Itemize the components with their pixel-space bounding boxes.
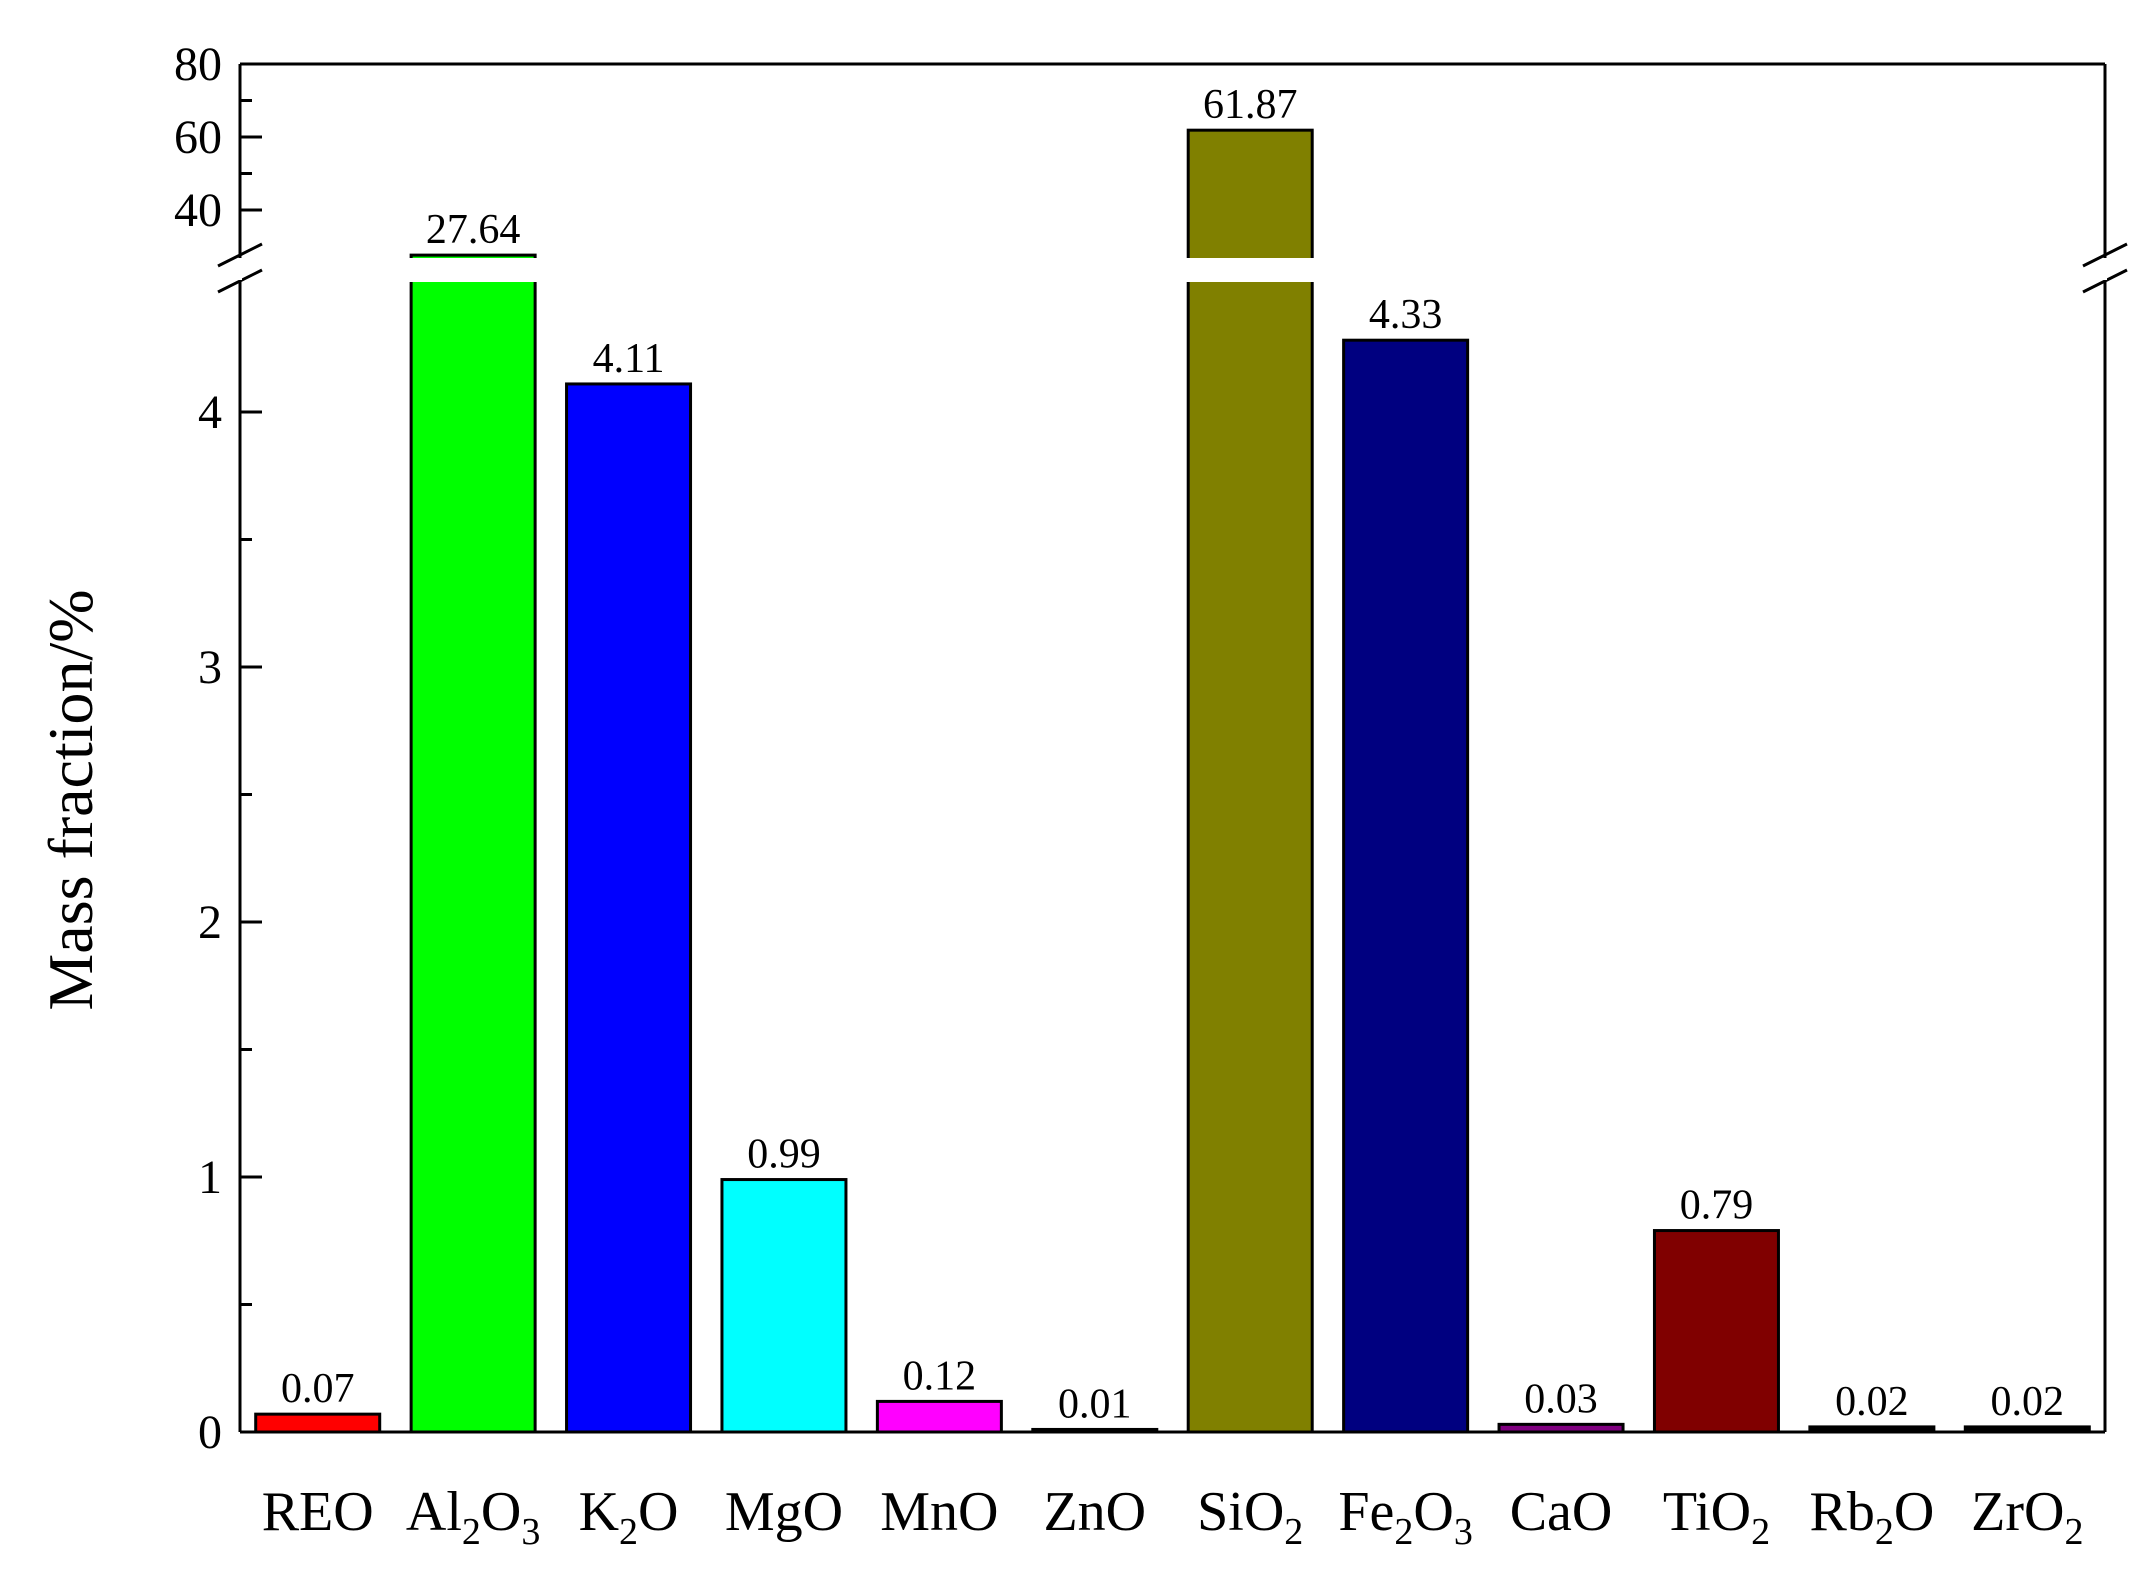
y-tick-label-upper-1: 60 <box>174 111 222 164</box>
value-label-4: 0.12 <box>903 1353 977 1399</box>
bar-break-gap-6 <box>1184 258 1317 282</box>
bar-break-gap-1 <box>407 258 540 282</box>
break-mark-right-b <box>2082 268 2128 294</box>
category-label-8: CaO <box>1510 1481 1613 1543</box>
value-label-1: 27.64 <box>426 207 521 253</box>
value-label-3: 0.99 <box>747 1132 821 1178</box>
y-tick-label-lower-4: 4 <box>198 386 222 439</box>
category-label-6: SiO2 <box>1197 1481 1303 1553</box>
category-label-5: ZnO <box>1043 1481 1146 1543</box>
value-label-10: 0.02 <box>1835 1379 1909 1425</box>
category-label-2: K2O <box>579 1481 679 1553</box>
y-axis-label: Mass fraction/% <box>35 589 106 1010</box>
category-label-9: TiO2 <box>1663 1481 1770 1553</box>
value-label-6: 61.87 <box>1203 82 1298 128</box>
break-mark-right-a <box>2082 242 2128 268</box>
bar-1 <box>409 253 537 1434</box>
bar-2 <box>565 382 693 1434</box>
category-label-1: Al2O3 <box>406 1481 540 1553</box>
y-tick-label-lower-2: 2 <box>198 896 222 949</box>
break-mark-left-b <box>217 268 263 294</box>
value-labels-layer: 0.07 27.64 4.11 0.99 0.12 0.01 61.87 4.33 0.03 0.… <box>281 82 2064 1427</box>
category-label-4: MnO <box>880 1481 998 1543</box>
axis-gap-right <box>2103 260 2107 280</box>
y-tick-label-upper-2: 80 <box>174 38 222 91</box>
y-tick-label-lower-0: 0 <box>198 1406 222 1459</box>
bar-9 <box>1652 1229 1780 1434</box>
y-tick-label-upper-0: 40 <box>174 184 222 237</box>
value-label-0: 0.07 <box>281 1366 355 1412</box>
axis-gap-left <box>238 260 242 280</box>
bar-break-gap-7 <box>1339 258 1472 282</box>
bar-6 <box>1186 128 1314 1434</box>
y-ticks-layer: 0 1 2 3 4 40 60 80 <box>174 38 262 1459</box>
y-tick-label-lower-1: 1 <box>198 1151 222 1204</box>
value-label-11: 0.02 <box>1991 1379 2065 1425</box>
value-label-7: 4.33 <box>1369 292 1443 338</box>
break-mark-left-a <box>217 242 263 268</box>
value-label-9: 0.79 <box>1680 1183 1754 1229</box>
bar-3 <box>720 1178 848 1434</box>
bar-4 <box>875 1399 1003 1434</box>
bar-7 <box>1342 338 1470 1434</box>
category-label-11: ZrO2 <box>1971 1481 2083 1553</box>
category-label-7: Fe2O3 <box>1338 1481 1472 1553</box>
bars-layer <box>254 128 2091 1434</box>
category-label-0: REO <box>262 1481 374 1543</box>
category-label-10: Rb2O <box>1809 1481 1934 1553</box>
axes-layer <box>217 62 2128 1434</box>
x-category-labels-layer: REO Al2O3 K2O MgO MnO ZnO SiO2 Fe2O3 CaO TiO2 Rb2O… <box>262 1481 2084 1553</box>
category-label-3: MgO <box>725 1481 843 1543</box>
value-label-2: 4.11 <box>593 336 665 382</box>
value-label-5: 0.01 <box>1058 1381 1132 1427</box>
bar-0 <box>254 1412 382 1434</box>
y-tick-label-lower-3: 3 <box>198 641 222 694</box>
value-label-8: 0.03 <box>1524 1376 1598 1422</box>
